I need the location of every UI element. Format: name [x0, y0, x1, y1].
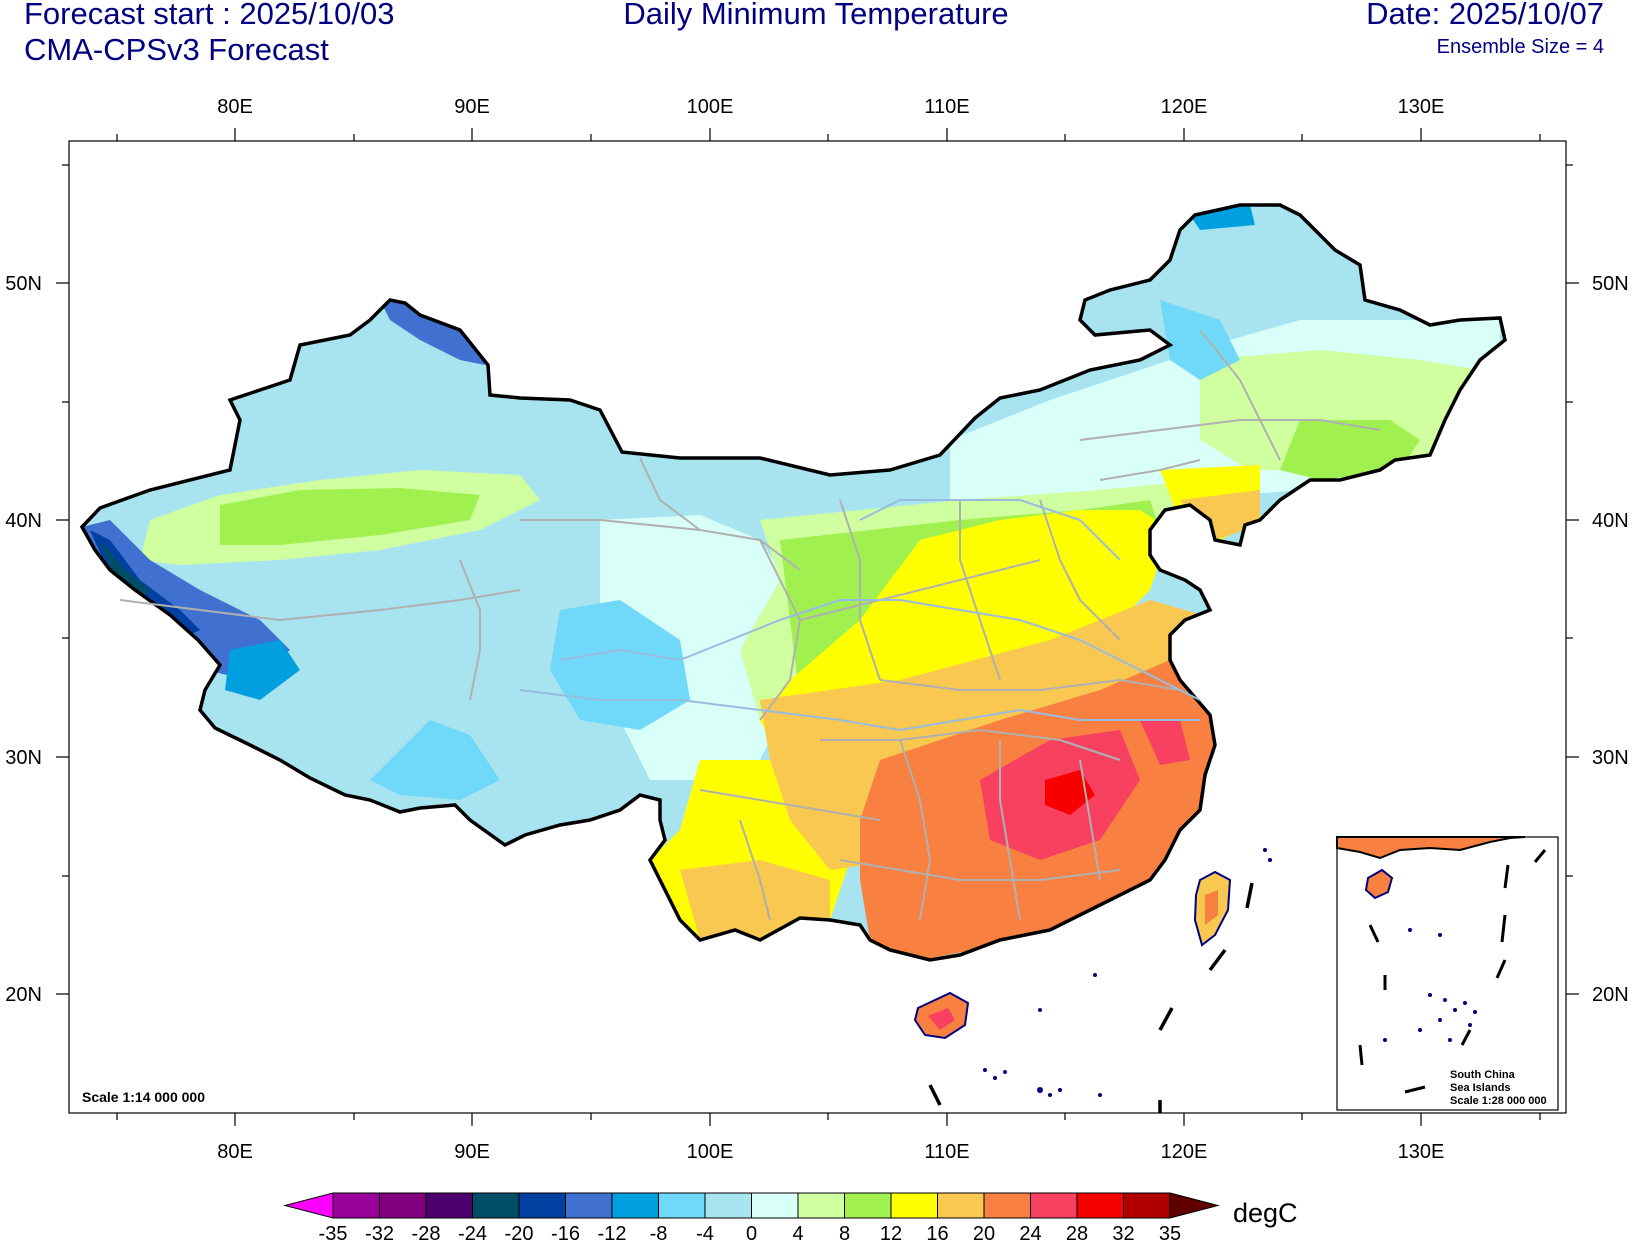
longitude-labels: 80E 90E 100E 110E 120E 130E 80E 90E 100E… [217, 96, 1444, 1163]
legend-swatch [1076, 1192, 1124, 1219]
lat-label-right: 50N [1592, 273, 1629, 295]
map-scale-note: Scale 1:14 000 000 [82, 1089, 205, 1105]
lat-label-right: 30N [1592, 747, 1629, 769]
lon-label-bottom: 80E [217, 1141, 253, 1163]
inset-title-1: South China [1450, 1069, 1516, 1081]
province-boundaries [119, 329, 1381, 921]
map-title: Daily Minimum Temperature [623, 0, 1009, 31]
legend-swatch [425, 1192, 473, 1219]
lat-label-left: 40N [5, 510, 42, 532]
rivers [519, 499, 1201, 732]
legend-tick-label: 8 [839, 1223, 850, 1241]
south-china-sea-inset: South China Sea Islands Scale 1:28 000 0… [1336, 836, 1559, 1111]
axis-ticks [56, 128, 1579, 1126]
lat-label-right: 40N [1592, 510, 1629, 532]
legend-swatch [332, 1192, 380, 1219]
legend-unit: degC [1233, 1198, 1298, 1228]
legend-swatch [704, 1192, 752, 1219]
legend-tick-label: -28 [412, 1223, 441, 1241]
legend-swatch [611, 1192, 659, 1219]
legend-tick-label: 4 [792, 1223, 803, 1241]
lat-label-left: 50N [5, 273, 42, 295]
valid-date-label: Date: 2025/10/07 [1366, 0, 1604, 31]
latitude-labels: 50N 40N 30N 20N 50N 40N 30N 20N [5, 273, 1628, 1006]
legend-swatch [565, 1192, 613, 1219]
legend-tick-label: 16 [926, 1223, 948, 1241]
legend-swatch [472, 1192, 520, 1219]
legend-tick-label: -35 [319, 1223, 348, 1241]
legend-tick-label: 20 [973, 1223, 995, 1241]
legend-swatch [937, 1192, 985, 1219]
legend-swatch [890, 1192, 938, 1219]
legend-tick-label: -12 [598, 1223, 627, 1241]
lat-label-left: 20N [5, 984, 42, 1006]
legend-tick-label: 24 [1019, 1223, 1041, 1241]
legend-swatch [983, 1192, 1031, 1219]
forecast-start-label: Forecast start : 2025/10/03 [24, 0, 395, 31]
lon-label-top: 120E [1161, 96, 1208, 118]
legend-swatch [518, 1192, 566, 1219]
legend-arrow-low [283, 1192, 334, 1219]
lon-label-top: 130E [1398, 96, 1445, 118]
lon-label-bottom: 100E [687, 1141, 734, 1163]
legend-swatch [1030, 1192, 1078, 1219]
lon-label-top: 90E [454, 96, 490, 118]
legend-tick-label: 35 [1159, 1223, 1181, 1241]
legend-swatch [658, 1192, 706, 1219]
legend-tick-label: 12 [880, 1223, 902, 1241]
lon-label-top: 110E [924, 96, 969, 118]
legend-tick-label: 0 [746, 1223, 757, 1241]
legend-tick-label: -16 [551, 1223, 580, 1241]
legend-tick-label: -24 [458, 1223, 487, 1241]
inset-title-2: Sea Islands [1450, 1082, 1511, 1094]
lon-label-top: 80E [217, 96, 253, 118]
lon-label-top: 100E [687, 96, 734, 118]
lon-label-bottom: 120E [1161, 1141, 1208, 1163]
lon-label-bottom: 110E [924, 1141, 969, 1163]
island-dots [983, 848, 1272, 1097]
model-name-label: CMA-CPSv3 Forecast [24, 32, 329, 67]
legend-swatch [1123, 1192, 1171, 1219]
legend-tick-label: 32 [1112, 1223, 1134, 1241]
legend-swatch [379, 1192, 427, 1219]
lon-label-bottom: 130E [1398, 1141, 1445, 1163]
inset-scale: Scale 1:28 000 000 [1450, 1095, 1547, 1107]
legend-swatch [844, 1192, 892, 1219]
legend-tick-label: -8 [650, 1223, 668, 1241]
legend-arrow-high [1169, 1192, 1220, 1219]
lat-label-right: 20N [1592, 984, 1629, 1006]
legend-tick-label: -32 [365, 1223, 394, 1241]
legend-swatch [797, 1192, 845, 1219]
legend-tick-label: -4 [696, 1223, 714, 1241]
legend-tick-label: -20 [505, 1223, 534, 1241]
lat-label-left: 30N [5, 747, 42, 769]
ensemble-size-label: Ensemble Size = 4 [1436, 36, 1604, 58]
legend-swatch [751, 1192, 799, 1219]
nine-dash-line [928, 882, 1254, 1113]
lon-label-bottom: 90E [454, 1141, 490, 1163]
legend-tick-label: 28 [1066, 1223, 1088, 1241]
color-legend: -35 -32 -28 -24 -20 -16 -12 -8 -4 0 4 8 12 16 20 24 28 32… [283, 1192, 1220, 1241]
